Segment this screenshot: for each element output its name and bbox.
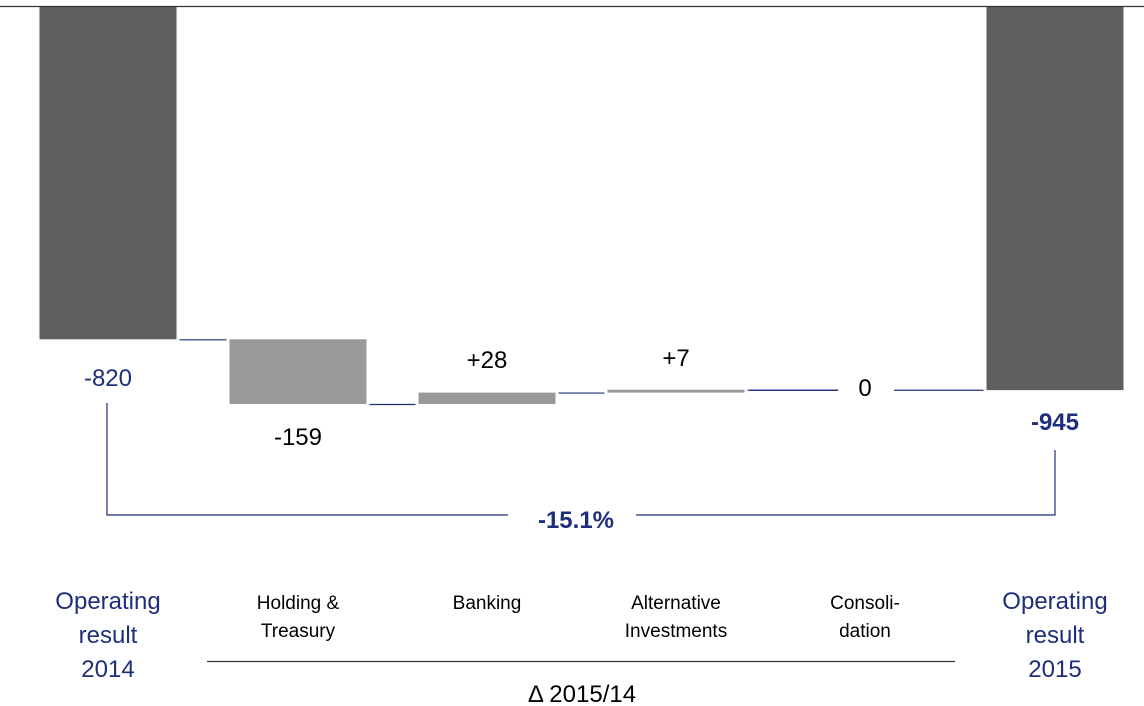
group-label: Δ 2015/14 <box>528 681 636 706</box>
bracket-left <box>106 403 508 516</box>
category-label-2: Banking <box>453 593 522 614</box>
value-labels-layer: -820 -159 +28 +7 0 -945 <box>84 345 1079 451</box>
change-bracket: -15.1% <box>106 403 1056 534</box>
bar-0 <box>39 6 177 340</box>
value-label-5: -945 <box>1031 409 1079 436</box>
bracket-right <box>636 450 1056 516</box>
value-label-0: -820 <box>84 365 132 392</box>
value-label-2: +28 <box>467 347 508 374</box>
category-label-3: Alternative Investments <box>625 593 727 642</box>
value-label-4: 0 <box>858 375 871 402</box>
value-label-1: -159 <box>274 424 322 451</box>
connectors-layer <box>179 339 984 406</box>
bars-layer <box>39 6 1124 404</box>
category-label-0: Operating result 2014 <box>55 588 160 683</box>
value-label-3: +7 <box>662 345 689 372</box>
change-label: -15.1% <box>538 507 614 534</box>
bar-2 <box>418 392 556 404</box>
bar-1 <box>229 339 367 404</box>
category-label-5: Operating result 2015 <box>1002 588 1107 683</box>
category-label-1: Holding & Treasury <box>257 593 340 642</box>
bar-5 <box>986 6 1124 391</box>
category-label-4: Consoli-dation <box>830 593 900 642</box>
bar-3 <box>607 389 745 393</box>
category-labels-layer: Operating result 2014 Holding & Treasury Bank… <box>55 588 1107 706</box>
